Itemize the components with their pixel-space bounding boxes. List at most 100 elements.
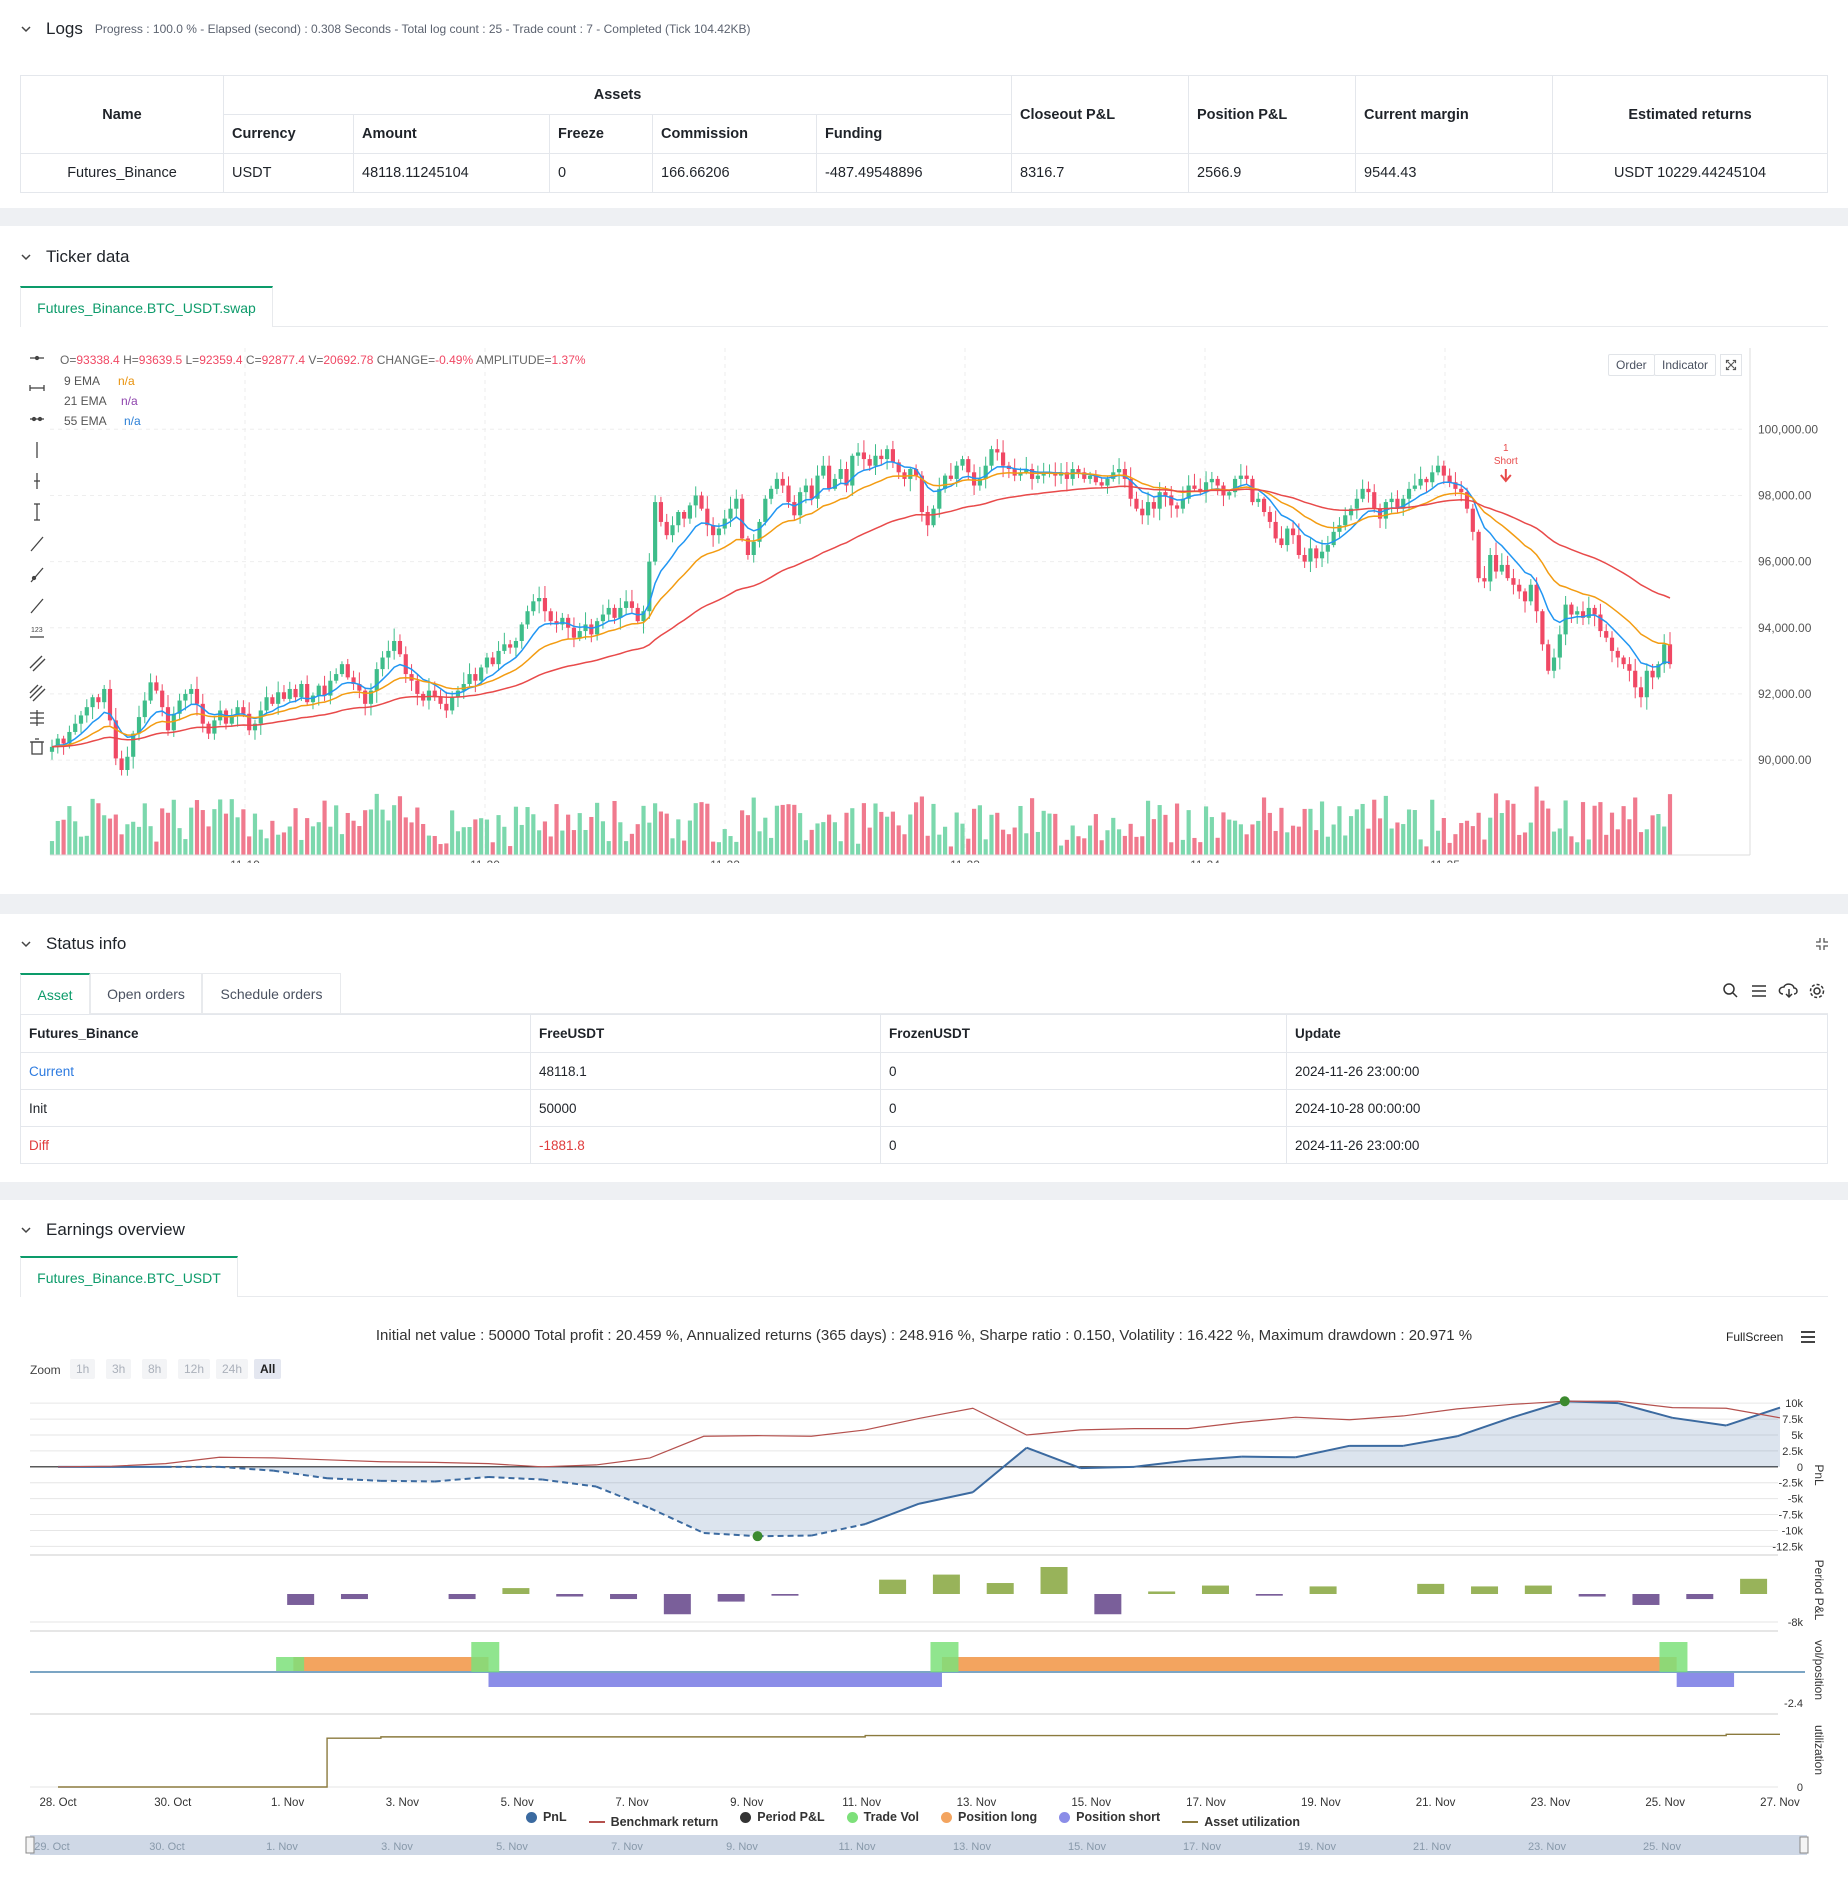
legend-item[interactable]: PnL <box>525 1810 567 1824</box>
indicator-button[interactable]: Indicator <box>1654 354 1717 376</box>
col-currency: Currency <box>223 114 354 154</box>
horizontal-ray-tool-icon[interactable] <box>29 385 45 391</box>
legend-item[interactable]: Benchmark return <box>588 1815 718 1829</box>
candle-body <box>1227 492 1232 496</box>
extended-line-tool-icon[interactable] <box>30 416 44 422</box>
candle-body <box>966 459 971 473</box>
horizontal-line-tool-icon[interactable] <box>30 355 44 361</box>
legend-item[interactable]: Trade Vol <box>846 1810 919 1824</box>
ticker-header[interactable]: Ticker data <box>20 247 129 267</box>
candle-body <box>1267 512 1272 522</box>
legend-ema55[interactable]: 55 EMA n/a <box>64 414 141 428</box>
fullscreen-button[interactable]: FullScreen <box>1726 1330 1784 1344</box>
fibonacci-tool-icon[interactable] <box>30 710 44 726</box>
volume-bar <box>937 834 942 855</box>
x-tick-label: 13. Nov <box>957 1797 997 1809</box>
pnl-tick-label: 7.5k <box>1782 1414 1803 1426</box>
legend-ema21[interactable]: 21 EMA n/a <box>64 394 138 408</box>
tab-open-orders[interactable]: Open orders <box>90 973 202 1013</box>
parallel-channel-tool-icon[interactable] <box>29 655 46 672</box>
segment-tool-icon[interactable] <box>30 598 44 614</box>
candle-body <box>1662 644 1667 665</box>
volume-bar <box>496 815 501 855</box>
candle-body <box>948 475 953 479</box>
chevron-down-icon[interactable] <box>20 1224 32 1236</box>
pnl-line-segment <box>918 1491 974 1505</box>
price-label-tool-icon[interactable]: 123 <box>30 627 44 638</box>
zoom-1h-button[interactable]: 1h <box>70 1359 96 1379</box>
col-update: Update <box>1286 1014 1828 1053</box>
trend-line-tool-icon[interactable] <box>30 536 44 552</box>
list-icon[interactable] <box>1752 985 1766 997</box>
volume-bar <box>1082 838 1087 855</box>
chevron-down-icon[interactable] <box>20 938 32 950</box>
volume-bar <box>1157 805 1162 855</box>
zoom-3h-button[interactable]: 3h <box>106 1359 132 1379</box>
legend-item[interactable]: Position short <box>1059 1810 1160 1824</box>
volume-bar <box>1250 824 1255 855</box>
ray-tool-icon[interactable] <box>30 567 44 583</box>
chevron-down-icon[interactable] <box>20 23 32 35</box>
legend-item[interactable]: Asset utilization <box>1182 1815 1300 1829</box>
candle-body <box>1656 664 1661 678</box>
candle-body <box>1215 478 1220 486</box>
vertical-range-tool-icon[interactable] <box>34 503 40 521</box>
volume-bar <box>1389 828 1394 855</box>
tab-asset[interactable]: Asset <box>20 973 90 1014</box>
volume-bar <box>786 804 791 855</box>
earnings-legend: PnL Benchmark return Period P&L Trade Vol Po… <box>0 1810 1848 1829</box>
trash-icon[interactable] <box>30 738 44 755</box>
y-tick-label: 98,000.00 <box>1758 488 1812 502</box>
period-pnl-bar <box>1471 1586 1499 1594</box>
volume-bar <box>1627 819 1632 855</box>
volume-bar <box>606 841 611 855</box>
volume-bar <box>1488 817 1493 855</box>
order-button[interactable]: Order <box>1608 354 1655 376</box>
col-position: Position P&L <box>1188 75 1356 154</box>
status-header[interactable]: Status info <box>20 934 126 954</box>
menu-icon[interactable] <box>1800 1330 1816 1344</box>
earnings-chart[interactable]: 10k 7.5k 5k 2.5k 0 -2.5k -5k -7.5k -10k -12.5k -8k… <box>0 1385 1848 1865</box>
tab-schedule-orders[interactable]: Schedule orders <box>202 973 341 1013</box>
candle-body <box>989 449 994 466</box>
legend-swatch <box>846 1811 858 1823</box>
vertical-segment-tool-icon[interactable] <box>34 473 40 489</box>
axis-title: PnL <box>1812 1464 1826 1486</box>
zoom-24h-button[interactable]: 24h <box>216 1359 249 1379</box>
candle-body <box>1354 498 1359 509</box>
candle-body <box>1499 564 1504 572</box>
zoom-8h-button[interactable]: 8h <box>142 1359 168 1379</box>
earnings-header[interactable]: Earnings overview <box>20 1220 185 1240</box>
expand-icon[interactable] <box>1720 354 1742 376</box>
volume-bar <box>1459 823 1464 855</box>
chevron-down-icon[interactable] <box>20 251 32 263</box>
volume-bar <box>1546 808 1551 855</box>
candle-body <box>1534 584 1539 612</box>
legend-item[interactable]: Period P&L <box>740 1810 825 1824</box>
search-icon[interactable] <box>1723 983 1738 998</box>
volume-bar <box>281 832 287 855</box>
volume-bar <box>1667 794 1673 855</box>
collapse-icon[interactable] <box>1814 936 1830 952</box>
volume-bar <box>1261 797 1267 855</box>
volume-bar <box>1145 800 1151 855</box>
volume-bar <box>798 813 803 855</box>
candle-body <box>1638 687 1644 698</box>
cloud-download-icon[interactable] <box>1778 983 1798 999</box>
candle-body <box>1557 634 1562 658</box>
zoom-12h-button[interactable]: 12h <box>178 1359 211 1379</box>
legend-item[interactable]: Position long <box>940 1810 1037 1824</box>
candlestick-chart[interactable]: 100,000.00 98,000.00 96,000.00 94,000.00 92,… <box>0 343 1848 863</box>
pitchfork-tool-icon[interactable] <box>29 684 46 702</box>
volume-bar <box>896 825 901 855</box>
volume-bar <box>131 821 136 855</box>
volume-bar <box>1029 798 1035 855</box>
volume-bar <box>409 822 414 855</box>
candle-body <box>1360 488 1365 499</box>
zoom-all-button[interactable]: All <box>254 1359 282 1379</box>
tab-btc-usdt-swap[interactable]: Futures_Binance.BTC_USDT.swap <box>20 286 273 327</box>
legend-ema9[interactable]: 9 EMA n/a <box>64 374 135 388</box>
gear-icon[interactable] <box>1809 983 1825 999</box>
logs-header[interactable]: Logs Progress : 100.0 % - Elapsed (secon… <box>20 19 751 39</box>
tab-btc-usdt[interactable]: Futures_Binance.BTC_USDT <box>20 1256 238 1297</box>
